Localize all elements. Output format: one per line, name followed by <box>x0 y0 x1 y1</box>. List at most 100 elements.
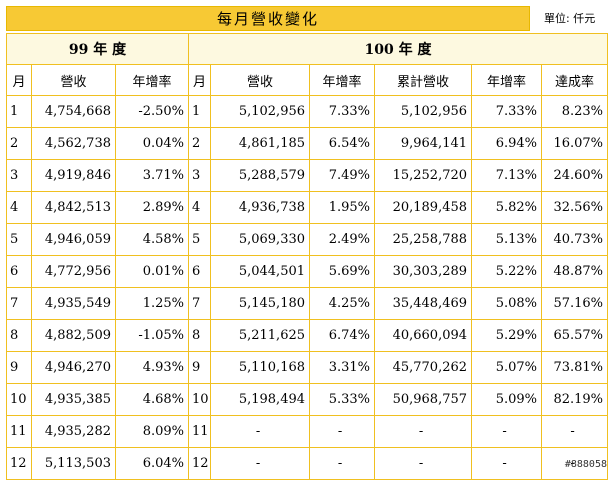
revenue-99-cell: 5,113,503 <box>31 447 116 480</box>
yoy-99-cell: 2.89% <box>114 191 190 224</box>
cumulative-yoy-cell: - <box>471 415 543 448</box>
revenue-100-cell: 5,044,501 <box>210 255 311 288</box>
table-row: 9 4,946,270 4.93% 9 5,110,168 3.31% 45,770,262… <box>6 351 609 384</box>
month-99-cell: 11 <box>6 415 32 448</box>
cumulative-cell: 30,303,289 <box>374 255 473 288</box>
achievement-cell: 48.87% <box>541 255 609 288</box>
cumulative-yoy-cell: 5.82% <box>471 191 543 224</box>
yoy-99-cell: 6.04% <box>114 447 190 480</box>
month-100-cell: 11 <box>188 415 212 448</box>
yoy-100-cell: 7.33% <box>309 95 376 128</box>
yoy-99-cell: 4.93% <box>114 351 190 384</box>
title-bar: 每月營收變化 <box>6 6 530 31</box>
achievement-cell: - <box>541 415 609 448</box>
cumulative-cell: 15,252,720 <box>374 159 473 192</box>
revenue-99-cell: 4,946,059 <box>31 223 116 256</box>
revenue-99-cell: 4,562,738 <box>31 127 116 160</box>
month-100-cell: 10 <box>188 383 212 416</box>
yoy-99-cell: 4.68% <box>114 383 190 416</box>
table-row: 8 4,882,509 -1.05% 8 5,211,625 6.74% 40,660,09… <box>6 319 609 352</box>
month-100-cell: 12 <box>188 447 212 480</box>
achievement-cell: 24.60% <box>541 159 609 192</box>
revenue-100-cell: 5,069,330 <box>210 223 311 256</box>
revenue-100-cell: 5,211,625 <box>210 319 311 352</box>
revenue-100-cell: - <box>210 447 311 480</box>
month-99-cell: 9 <box>6 351 32 384</box>
month-99-cell: 4 <box>6 191 32 224</box>
achievement-cell: 73.81% <box>541 351 609 384</box>
month-99-cell: 5 <box>6 223 32 256</box>
achievement-cell: 32.56% <box>541 191 609 224</box>
revenue-99-cell: 4,772,956 <box>31 255 116 288</box>
unit-label: 單位: 仟元 <box>544 12 596 25</box>
cumulative-yoy-cell: 6.94% <box>471 127 543 160</box>
month-100-cell: 9 <box>188 351 212 384</box>
page-title: 每月營收變化 <box>216 10 319 28</box>
cumulative-yoy-cell: 5.13% <box>471 223 543 256</box>
month-99-cell: 8 <box>6 319 32 352</box>
yoy-99-cell: 0.01% <box>114 255 190 288</box>
achievement-cell: 82.19% <box>541 383 609 416</box>
header-revenue-99: 營收 <box>31 64 116 96</box>
table-body: 1 4,754,668 -2.50% 1 5,102,956 7.33% 5,102,956… <box>6 95 609 480</box>
cumulative-cell: 25,258,788 <box>374 223 473 256</box>
header-achievement: 達成率 <box>541 64 609 96</box>
revenue-99-cell: 4,935,549 <box>31 287 116 320</box>
achievement-cell: 65.57% <box>541 319 609 352</box>
cumulative-yoy-cell: 5.29% <box>471 319 543 352</box>
yoy-99-cell: 4.58% <box>114 223 190 256</box>
month-99-cell: 1 <box>6 95 32 128</box>
revenue-99-cell: 4,946,270 <box>31 351 116 384</box>
yoy-99-cell: 8.09% <box>114 415 190 448</box>
revenue-100-cell: 5,288,579 <box>210 159 311 192</box>
month-99-cell: 7 <box>6 287 32 320</box>
cumulative-yoy-cell: 5.22% <box>471 255 543 288</box>
yoy-100-cell: 7.49% <box>309 159 376 192</box>
yoy-100-cell: - <box>309 415 376 448</box>
achievement-cell: 8.23% <box>541 95 609 128</box>
header-yoy-99: 年增率 <box>114 64 190 96</box>
revenue-100-cell: 5,145,180 <box>210 287 311 320</box>
revenue-99-cell: 4,754,668 <box>31 95 116 128</box>
year-header-row: 99 年 度 100 年 度 <box>5 33 609 65</box>
revenue-100-cell: 5,110,168 <box>210 351 311 384</box>
cumulative-cell: 40,660,094 <box>374 319 473 352</box>
watermark: #888058 <box>564 459 607 470</box>
table-row: 6 4,772,956 0.01% 6 5,044,501 5.69% 30,303,289… <box>6 255 609 288</box>
yoy-100-cell: 2.49% <box>309 223 376 256</box>
cumulative-cell: 20,189,458 <box>374 191 473 224</box>
cumulative-cell: - <box>374 415 473 448</box>
table-row: 11 4,935,282 8.09% 11- - - - - <box>6 415 609 448</box>
yoy-100-cell: - <box>309 447 376 480</box>
yoy-99-cell: 3.71% <box>114 159 190 192</box>
revenue-100-cell: - <box>210 415 311 448</box>
cumulative-cell: - <box>374 447 473 480</box>
revenue-100-cell: 4,861,185 <box>210 127 311 160</box>
table-row: 5 4,946,059 4.58% 5 5,069,330 2.49% 25,258,788… <box>6 223 609 256</box>
table-row: 12 5,113,503 6.04% 12- - - - - <box>6 447 609 480</box>
revenue-table: 99 年 度 100 年 度 月 營收 年增率 月 營收 年增率 累計營收 年增… <box>5 33 609 480</box>
header-revenue-100: 營收 <box>210 64 311 96</box>
revenue-99-cell: 4,935,282 <box>31 415 116 448</box>
cumulative-yoy-cell: 7.33% <box>471 95 543 128</box>
month-100-cell: 6 <box>188 255 212 288</box>
month-100-cell: 5 <box>188 223 212 256</box>
month-99-cell: 10 <box>6 383 32 416</box>
month-100-cell: 3 <box>188 159 212 192</box>
revenue-99-cell: 4,919,846 <box>31 159 116 192</box>
revenue-99-cell: 4,935,385 <box>31 383 116 416</box>
cumulative-cell: 5,102,956 <box>374 95 473 128</box>
table-row: 10 4,935,385 4.68% 10 5,198,494 5.33% 50,968,7… <box>6 383 609 416</box>
revenue-99-cell: 4,842,513 <box>31 191 116 224</box>
yoy-99-cell: -2.50% <box>114 95 190 128</box>
cumulative-cell: 35,448,469 <box>374 287 473 320</box>
header-month-100: 月 <box>188 64 212 96</box>
cumulative-yoy-cell: 7.13% <box>471 159 543 192</box>
yoy-99-cell: 1.25% <box>114 287 190 320</box>
achievement-cell: 57.16% <box>541 287 609 320</box>
yoy-100-cell: 5.33% <box>309 383 376 416</box>
yoy-100-cell: 4.25% <box>309 287 376 320</box>
cumulative-yoy-cell: - <box>471 447 543 480</box>
yoy-100-cell: 6.74% <box>309 319 376 352</box>
yoy-100-cell: 6.54% <box>309 127 376 160</box>
